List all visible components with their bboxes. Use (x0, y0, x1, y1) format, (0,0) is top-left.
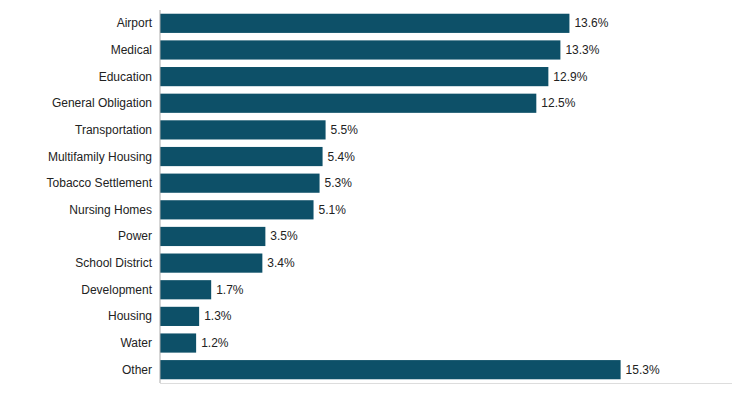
bar (160, 147, 323, 166)
bar (160, 67, 548, 86)
bar (160, 227, 265, 246)
bar (160, 14, 569, 33)
bar (160, 333, 196, 352)
y-tick-label: School District (75, 256, 152, 270)
y-tick-label: Tobacco Settlement (47, 176, 153, 190)
y-tick-label: Water (120, 336, 152, 350)
bar (160, 360, 621, 379)
y-tick-label: Multifamily Housing (48, 150, 152, 164)
data-label: 15.3% (626, 363, 660, 377)
bar (160, 307, 199, 326)
data-label: 13.6% (574, 16, 608, 30)
data-label: 5.4% (328, 150, 356, 164)
y-tick-label: Transportation (75, 123, 152, 137)
data-label: 12.9% (553, 70, 587, 84)
data-label: 1.3% (204, 309, 232, 323)
chart-container: 13.6% 13.3% 12.9% 12.5% 5.5% 5.4% 5.3% 5.1% 3.5%… (0, 0, 752, 397)
data-labels: 13.6% 13.3% 12.9% 12.5% 5.5% 5.4% 5.3% 5.1% 3.5%… (201, 16, 660, 376)
y-tick-label: Nursing Homes (69, 203, 152, 217)
bar (160, 280, 211, 299)
y-tick-label: Housing (108, 309, 152, 323)
bar (160, 94, 536, 113)
data-label: 12.5% (541, 96, 575, 110)
chart-svg: 13.6% 13.3% 12.9% 12.5% 5.5% 5.4% 5.3% 5.1% 3.5%… (0, 0, 752, 397)
y-tick-label: Medical (111, 43, 152, 57)
y-tick-label: Airport (117, 16, 153, 30)
bar (160, 174, 320, 193)
x-axis-line (160, 383, 732, 384)
bar (160, 120, 326, 139)
data-label: 3.4% (267, 256, 295, 270)
data-label: 13.3% (565, 43, 599, 57)
y-tick-label: General Obligation (52, 96, 152, 110)
y-axis-line (160, 10, 161, 383)
bar (160, 254, 262, 273)
data-label: 1.7% (216, 283, 244, 297)
bar (160, 200, 314, 219)
y-tick-label: Education (99, 70, 152, 84)
data-label: 5.5% (331, 123, 359, 137)
data-label: 5.3% (325, 176, 353, 190)
data-label: 1.2% (201, 336, 229, 350)
y-tick-label: Power (118, 229, 152, 243)
bar (160, 40, 560, 59)
data-label: 3.5% (270, 229, 298, 243)
y-tick-label: Development (81, 283, 152, 297)
y-tick-label: Other (122, 363, 152, 377)
data-label: 5.1% (319, 203, 347, 217)
bars (160, 14, 621, 380)
y-tick-labels: Airport Medical Education General Obligatio… (47, 16, 153, 376)
